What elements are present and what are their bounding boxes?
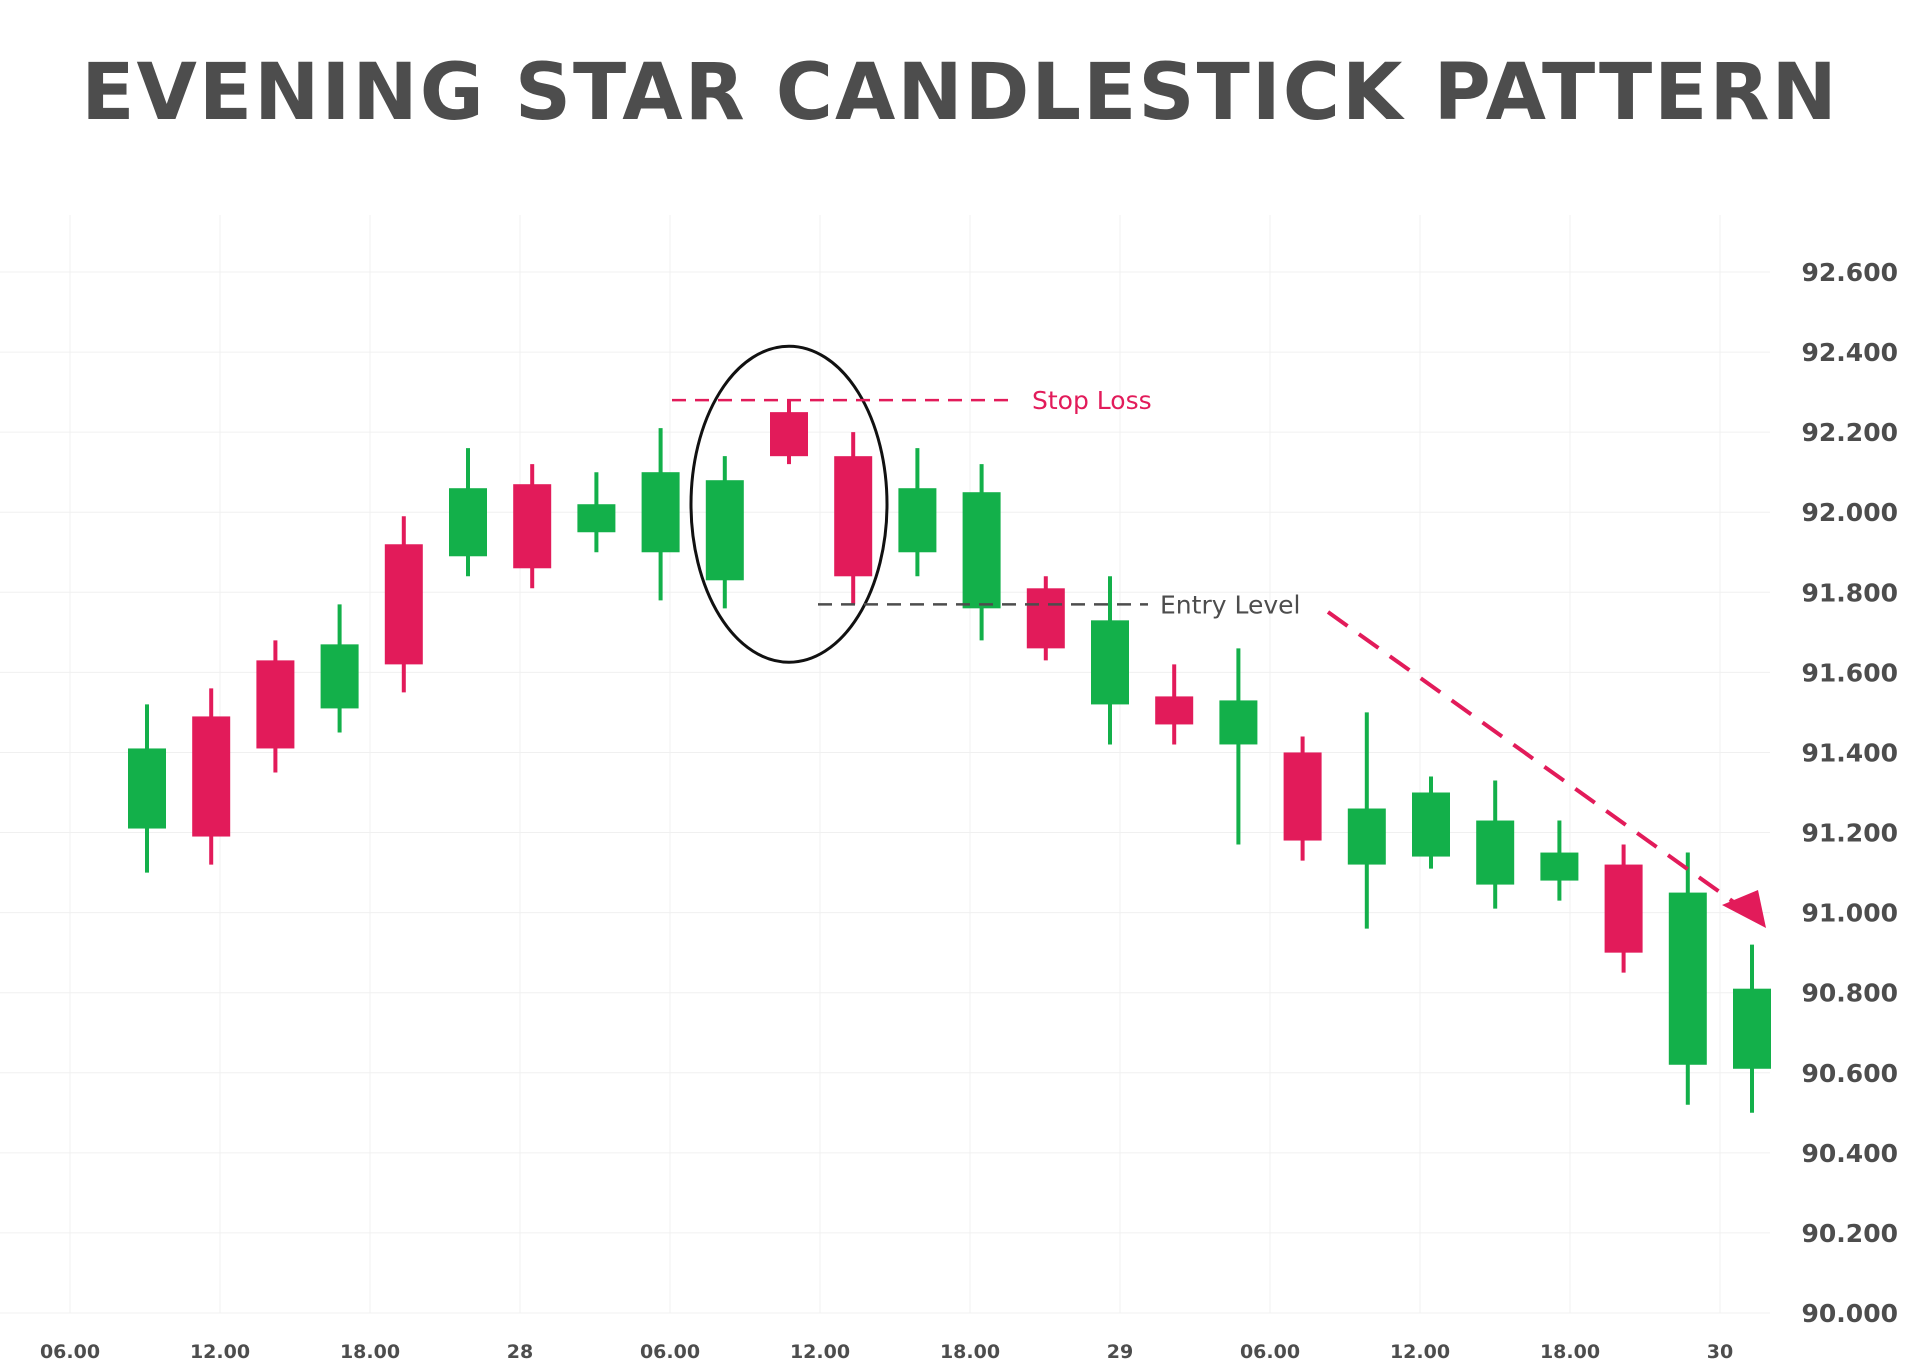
x-tick-label: 12.00 bbox=[1390, 1341, 1450, 1363]
y-tick-label: 92.200 bbox=[1802, 418, 1898, 447]
candle-bullish bbox=[128, 704, 166, 873]
candle-bullish bbox=[1412, 776, 1450, 869]
entry-level-label: Entry Level bbox=[1160, 590, 1300, 619]
x-tick-label: 18.00 bbox=[340, 1341, 400, 1363]
candle-body bbox=[1604, 864, 1643, 953]
y-tick-label: 90.400 bbox=[1802, 1139, 1898, 1168]
candle-bearish bbox=[1026, 576, 1065, 661]
candle-body bbox=[320, 644, 359, 709]
candle-body bbox=[1733, 988, 1771, 1069]
y-tick-label: 91.200 bbox=[1802, 819, 1898, 848]
y-tick-label: 91.400 bbox=[1802, 738, 1898, 767]
candle-body bbox=[1091, 620, 1129, 705]
candle-bullish bbox=[577, 472, 616, 553]
x-tick-label: 06.00 bbox=[640, 1341, 700, 1363]
x-tick-label: 30 bbox=[1707, 1341, 1733, 1363]
chart-title: EVENING STAR CANDLESTICK PATTERN bbox=[81, 48, 1839, 138]
candle-bullish bbox=[1733, 944, 1771, 1113]
y-tick-label: 91.000 bbox=[1802, 899, 1898, 928]
candle-body bbox=[898, 488, 937, 553]
candle-bullish bbox=[1668, 852, 1707, 1105]
y-tick-label: 90.000 bbox=[1802, 1299, 1898, 1328]
x-tick-label: 18.00 bbox=[1540, 1341, 1600, 1363]
candle-bearish bbox=[384, 516, 423, 693]
candle-body bbox=[1412, 792, 1450, 857]
candle-bearish bbox=[834, 432, 873, 605]
y-tick-label: 92.400 bbox=[1802, 338, 1898, 367]
candle-body bbox=[577, 504, 616, 533]
y-tick-label: 90.600 bbox=[1802, 1059, 1898, 1088]
candle-bullish bbox=[962, 464, 1001, 641]
candle-bullish bbox=[1347, 712, 1386, 929]
pattern-highlight-ellipse bbox=[689, 344, 889, 664]
y-tick-label: 92.600 bbox=[1802, 258, 1898, 287]
candle-bearish bbox=[770, 400, 808, 465]
candle-bullish bbox=[1476, 780, 1515, 909]
candle-bullish bbox=[1219, 648, 1258, 845]
x-tick-label: 18.00 bbox=[940, 1341, 1000, 1363]
candle-bullish bbox=[1091, 576, 1129, 745]
candle-body bbox=[1347, 808, 1386, 865]
candle-bullish bbox=[705, 456, 744, 609]
candle-body bbox=[962, 492, 1001, 609]
x-tick-label: 06.00 bbox=[40, 1341, 100, 1363]
candle-body bbox=[128, 748, 166, 829]
x-tick-label: 06.00 bbox=[1240, 1341, 1300, 1363]
candle-body bbox=[513, 484, 552, 569]
candle-body bbox=[256, 660, 295, 749]
candles-group bbox=[128, 400, 1771, 1113]
candle-body bbox=[449, 488, 487, 557]
y-axis: 92.600 92.400 92.200 92.000 91.800 91.600 91.4… bbox=[1802, 258, 1898, 1328]
x-axis: 06.00 12.00 18.00 28 06.00 12.00 18.00 29 06.00 1… bbox=[40, 1341, 1733, 1363]
y-tick-label: 92.000 bbox=[1802, 498, 1898, 527]
y-tick-label: 90.200 bbox=[1802, 1219, 1898, 1248]
candle-body bbox=[1668, 892, 1707, 1065]
candle-bullish bbox=[449, 448, 487, 577]
y-tick-label: 91.800 bbox=[1802, 578, 1898, 607]
candle-body bbox=[641, 472, 680, 553]
trend-arrow-head bbox=[1722, 890, 1766, 928]
candle-bearish bbox=[1604, 844, 1643, 973]
grid-lines bbox=[0, 215, 1770, 1314]
candle-bullish bbox=[898, 448, 937, 577]
candle-bullish bbox=[320, 604, 359, 733]
candle-bearish bbox=[256, 640, 295, 773]
y-tick-label: 90.800 bbox=[1802, 979, 1898, 1008]
x-tick-label: 12.00 bbox=[790, 1341, 850, 1363]
candle-body bbox=[1026, 588, 1065, 649]
candle-body bbox=[770, 412, 808, 457]
candle-bearish bbox=[192, 688, 231, 865]
candle-bearish bbox=[1283, 736, 1322, 861]
candle-bearish bbox=[1155, 664, 1194, 745]
x-tick-label: 29 bbox=[1107, 1341, 1133, 1363]
y-tick-label: 91.600 bbox=[1802, 658, 1898, 687]
candle-body bbox=[1476, 820, 1515, 885]
candle-body bbox=[1540, 852, 1579, 881]
candle-body bbox=[384, 544, 423, 665]
candle-bullish bbox=[641, 428, 680, 601]
candle-bullish bbox=[1540, 820, 1579, 901]
annotations-group: Stop Loss Entry Level bbox=[672, 344, 1766, 928]
x-tick-label: 28 bbox=[507, 1341, 533, 1363]
candle-body bbox=[1219, 700, 1258, 745]
candle-body bbox=[192, 716, 231, 837]
stop-loss-label: Stop Loss bbox=[1032, 386, 1152, 415]
x-tick-label: 12.00 bbox=[190, 1341, 250, 1363]
candle-body bbox=[834, 456, 873, 577]
candle-body bbox=[1155, 696, 1194, 725]
trend-arrow-line bbox=[1326, 610, 1744, 910]
candle-bearish bbox=[513, 464, 552, 589]
candle-body bbox=[1283, 752, 1322, 841]
candle-body bbox=[705, 480, 744, 581]
